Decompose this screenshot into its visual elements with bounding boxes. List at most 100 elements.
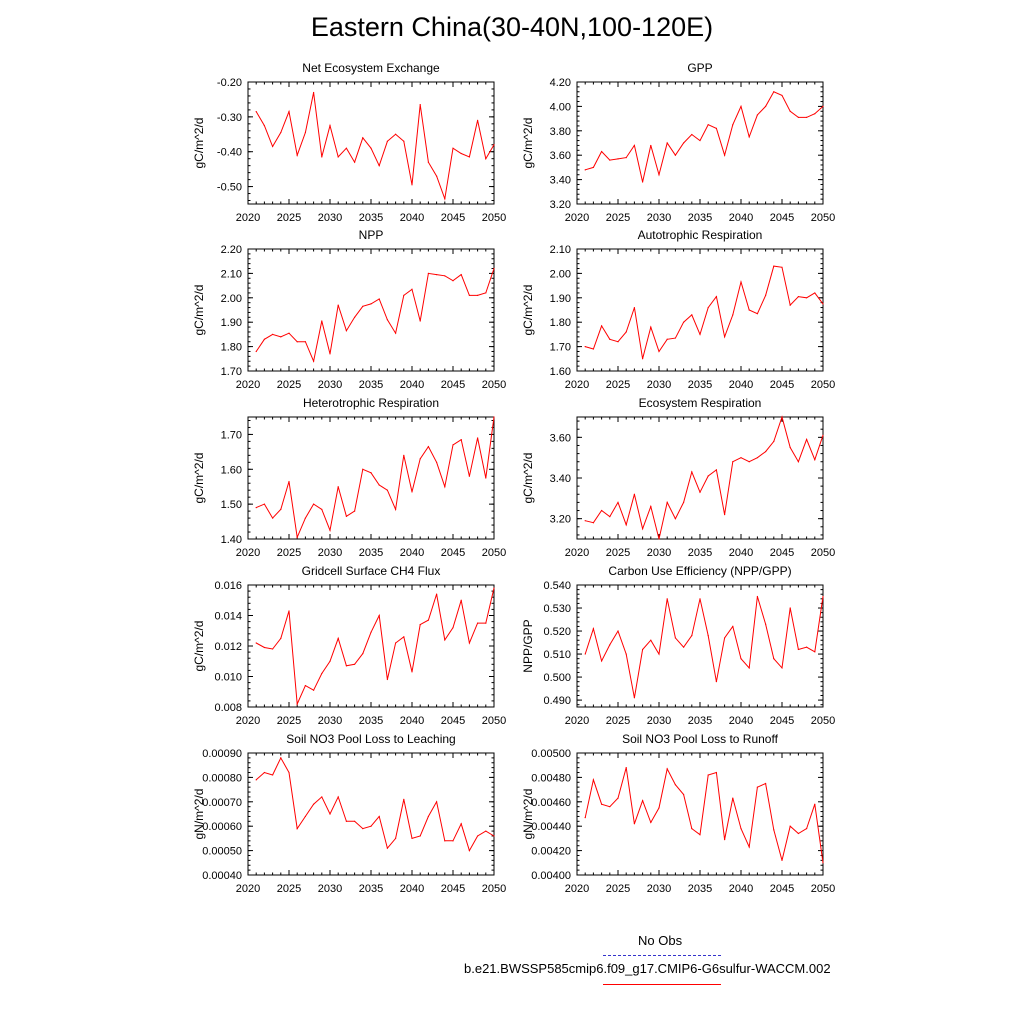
data-point: [345, 665, 347, 667]
x-tick-label: 2020: [565, 883, 589, 895]
x-tick-label: 2050: [811, 715, 835, 727]
data-point: [666, 768, 668, 770]
x-tick-label: 2035: [688, 212, 712, 224]
x-tick-label: 2025: [606, 715, 630, 727]
data-point: [642, 528, 644, 530]
data-point: [427, 272, 429, 274]
data-point: [386, 678, 388, 681]
data-point: [707, 306, 709, 309]
data-point: [642, 648, 644, 651]
data-point: [321, 156, 323, 158]
y-tick-label: 2.20: [221, 244, 242, 256]
data-point: [650, 821, 652, 824]
y-tick-label: 1.70: [550, 342, 571, 354]
data-point: [650, 505, 652, 508]
data-point: [419, 835, 421, 837]
data-point: [354, 663, 356, 665]
data-point: [345, 330, 347, 332]
y-tick-label: 0.00400: [531, 870, 571, 882]
data-point: [666, 142, 668, 144]
y-tick-label: 1.70: [221, 366, 242, 378]
data-point: [263, 124, 265, 127]
data-point: [370, 147, 372, 149]
data-point: [321, 320, 323, 322]
data-point: [427, 815, 429, 818]
data-point: [707, 635, 709, 637]
y-tick-label: 0.540: [543, 580, 571, 592]
data-point: [584, 346, 586, 348]
y-tick-label: 1.80: [550, 317, 571, 329]
y-tick-label: 0.00090: [202, 748, 242, 760]
x-tick-label: 2040: [400, 212, 424, 224]
data-point: [625, 767, 627, 769]
x-tick-label: 2030: [318, 212, 342, 224]
data-point: [748, 846, 750, 848]
data-point: [674, 337, 677, 339]
data-point: [699, 333, 701, 335]
x-tick-label: 2040: [400, 883, 424, 895]
data-point: [296, 341, 298, 343]
y-tick-label: 3.40: [550, 473, 571, 485]
data-point: [765, 782, 767, 785]
data-point: [814, 803, 816, 805]
x-tick-label: 2030: [318, 715, 342, 727]
panel-1: Net Ecosystem Exchange gC/m^2/d 2020 2025 20…: [192, 61, 506, 224]
x-tick-label: 2030: [647, 883, 671, 895]
x-tick-label: 2040: [400, 547, 424, 559]
data-point: [436, 274, 438, 276]
data-point: [263, 503, 265, 505]
y-tick-label: 3.20: [550, 514, 571, 526]
data-point: [263, 771, 265, 774]
data-point: [354, 316, 356, 318]
data-point: [436, 461, 438, 463]
data-point: [617, 797, 619, 799]
x-tick-label: 2040: [729, 547, 753, 559]
data-point: [395, 837, 397, 840]
data-point: [806, 116, 808, 118]
data-point: [321, 672, 323, 675]
data-point: [460, 823, 462, 825]
data-point: [592, 348, 595, 350]
data-point: [337, 796, 339, 798]
plot-frame: [247, 752, 495, 876]
data-point: [601, 509, 603, 512]
data-point: [822, 303, 824, 305]
data-point: [781, 266, 783, 268]
data-point: [395, 508, 397, 510]
y-tick-label: 2.00: [221, 293, 242, 305]
y-tick-label: 1.80: [221, 342, 242, 354]
data-point: [272, 145, 274, 148]
data-point: [789, 446, 791, 449]
x-tick-label: 2050: [811, 379, 835, 391]
data-point: [370, 631, 372, 633]
y-tick-label: 0.510: [543, 649, 571, 661]
data-point: [609, 159, 611, 161]
x-tick-label: 2030: [318, 379, 342, 391]
data-point: [756, 786, 759, 788]
data-point: [403, 454, 405, 456]
legend-model-label: b.e21.BWSSP585cmip6.f09_g17.CMIP6-G6sulf…: [464, 961, 831, 976]
data-point: [592, 522, 595, 524]
panel-title: Gridcell Surface CH4 Flux: [302, 564, 441, 578]
y-tick-label: 3.60: [550, 150, 571, 162]
data-point: [395, 332, 397, 334]
x-tick-label: 2030: [647, 715, 671, 727]
x-tick-label: 2050: [482, 883, 506, 895]
x-tick-label: 2025: [606, 212, 630, 224]
data-point: [715, 469, 718, 471]
data-point: [313, 503, 315, 505]
x-tick-label: 2045: [441, 715, 465, 727]
data-point: [329, 813, 331, 815]
data-point: [584, 817, 586, 819]
data-point: [280, 131, 282, 134]
x-tick-label: 2050: [811, 883, 835, 895]
data-point: [789, 110, 791, 112]
y-tick-label: 0.016: [214, 580, 242, 592]
data-point: [740, 457, 742, 459]
x-tick-label: 2050: [811, 547, 835, 559]
x-tick-label: 2045: [770, 883, 794, 895]
data-point: [419, 458, 421, 460]
panel-5: Heterotrophic Respiration gC/m^2/d 2020 202…: [192, 396, 506, 559]
y-tick-label: 0.00460: [531, 797, 571, 809]
x-tick-label: 2050: [482, 379, 506, 391]
